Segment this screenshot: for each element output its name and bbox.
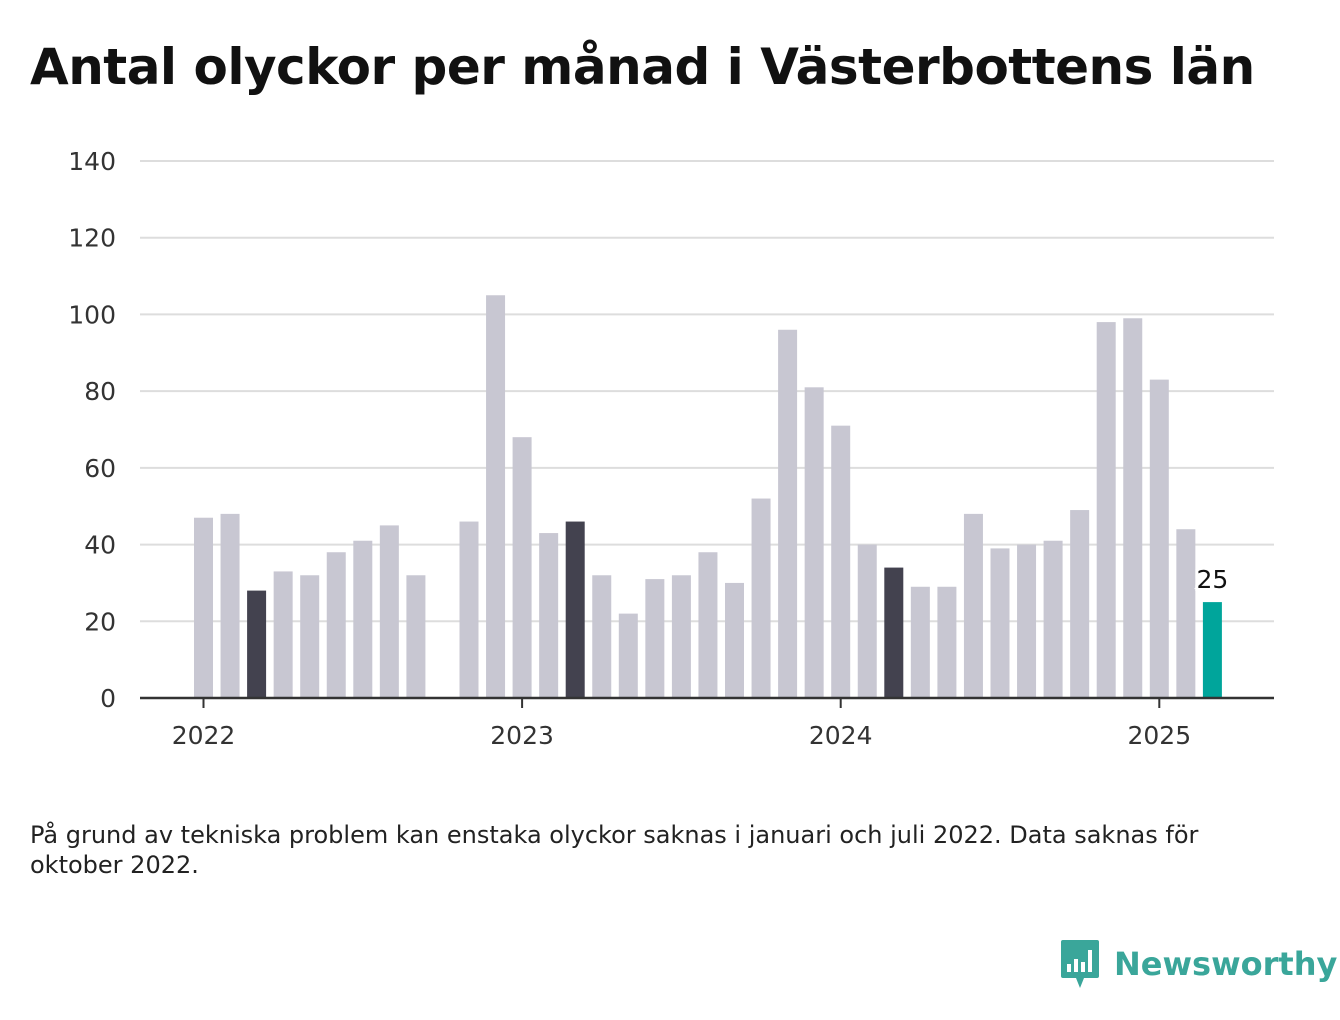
x-tick-label: 2022 [172, 721, 236, 750]
bar-2023-12 [804, 387, 824, 698]
bar-2022-01 [194, 517, 213, 698]
bar-2024-05 [937, 586, 957, 698]
bar-2025-01 [1149, 379, 1169, 698]
bar-2023-11 [778, 329, 798, 698]
bar-2024-08 [1017, 544, 1037, 698]
bar-2024-09 [1043, 540, 1063, 698]
bar-2022-03 [247, 590, 267, 698]
bar-2023-08 [698, 552, 718, 698]
y-axis: 0 20 40 60 80 100 120 140 [68, 147, 116, 713]
brand: Newsworthy [1060, 938, 1337, 990]
bar-2022-12 [486, 295, 506, 698]
bar-2024-07 [990, 548, 1010, 698]
bar-2023-04 [592, 575, 612, 698]
chart-title: Antal olyckor per månad i Västerbottens … [30, 38, 1255, 96]
bars [194, 295, 1222, 698]
bar-2024-10 [1070, 510, 1090, 698]
bar-chart: 0 20 40 60 80 100 120 140 2022 2023 2024 2025 25 [68, 147, 1274, 750]
bar-2023-10 [751, 498, 771, 698]
bar-2024-03 [884, 567, 904, 698]
x-tick-label: 2025 [1127, 721, 1191, 750]
brand-name: Newsworthy [1114, 945, 1338, 983]
bar-2023-07 [671, 575, 691, 698]
x-tick-label: 2023 [490, 721, 554, 750]
x-tick-label: 2024 [809, 721, 873, 750]
bar-2025-02 [1176, 529, 1196, 698]
y-tick-label: 100 [68, 300, 116, 329]
data-labels: 25 [1193, 562, 1231, 597]
bar-2024-02 [857, 544, 877, 698]
y-tick-label: 140 [68, 147, 116, 176]
bar-2022-05 [300, 575, 320, 698]
bar-2024-04 [910, 586, 930, 698]
gridlines [140, 160, 1274, 623]
newsworthy-logo-icon [1061, 940, 1099, 988]
bar-2023-09 [725, 582, 744, 698]
bar-2023-03 [565, 521, 585, 698]
bar-2023-01 [512, 437, 532, 698]
bar-2022-06 [326, 552, 346, 698]
bar-2023-02 [539, 533, 559, 698]
y-tick-label: 0 [100, 684, 116, 713]
y-tick-label: 80 [84, 377, 116, 406]
bar-2024-12 [1123, 318, 1143, 698]
bar-2024-11 [1096, 322, 1116, 698]
y-tick-label: 60 [84, 454, 116, 483]
y-tick-label: 120 [68, 224, 116, 253]
bar-2023-06 [645, 579, 665, 698]
bar-2022-07 [353, 540, 373, 698]
bar-2024-06 [963, 513, 983, 698]
bar-2025-03 [1202, 602, 1222, 698]
bar-2023-05 [618, 613, 638, 698]
bar-2022-04 [273, 571, 293, 698]
footnote: På grund av tekniska problem kan enstaka… [30, 821, 1199, 879]
y-tick-label: 40 [84, 531, 116, 560]
x-axis: 2022 2023 2024 2025 [172, 698, 1191, 750]
y-tick-label: 20 [84, 607, 116, 636]
latest-value-label: 25 [1196, 565, 1228, 594]
bar-2022-09 [406, 575, 426, 698]
bar-2024-01 [831, 425, 851, 698]
bar-2022-08 [379, 525, 399, 698]
bar-2022-02 [220, 513, 240, 698]
bar-2022-11 [459, 521, 479, 698]
